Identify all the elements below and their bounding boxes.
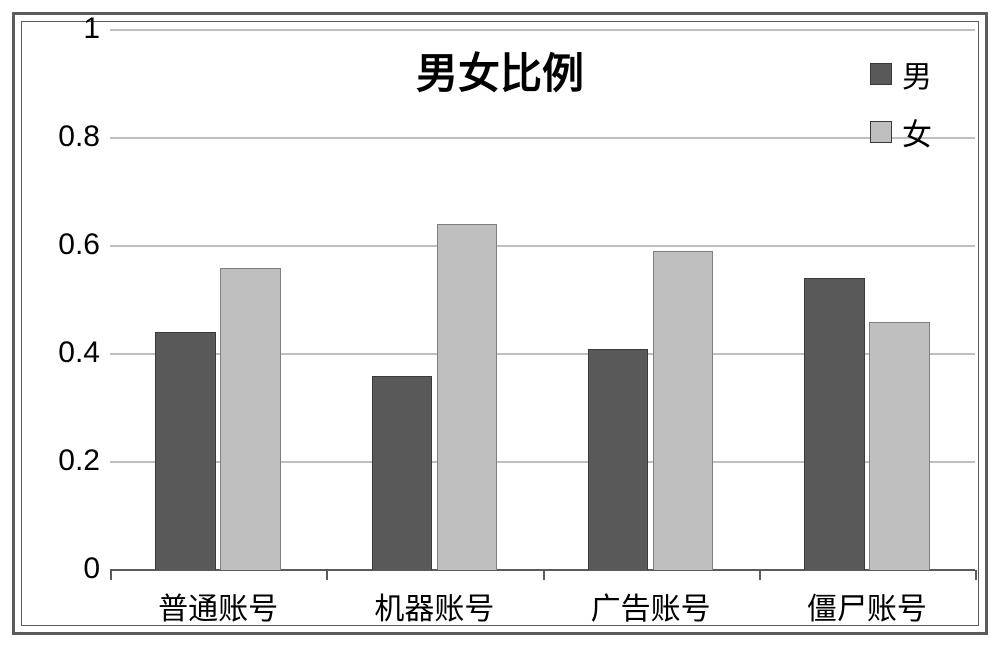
x-tick-mark: [110, 570, 112, 580]
bar-男: [588, 349, 649, 570]
gridline: [110, 245, 975, 247]
legend: 男女: [870, 52, 932, 168]
bar-男: [804, 278, 865, 570]
y-tick-label: 0.4: [58, 336, 100, 370]
x-tick-label: 普通账号: [110, 584, 326, 628]
x-tick-label: 机器账号: [326, 584, 542, 628]
y-tick-label: 1: [83, 12, 100, 46]
y-tick-label: 0.2: [58, 444, 100, 478]
x-tick-mark: [543, 570, 545, 580]
bar-男: [155, 332, 216, 570]
chart-title: 男女比例: [350, 40, 650, 101]
x-tick-mark: [975, 570, 977, 580]
legend-label: 男: [902, 52, 932, 96]
x-tick-mark: [326, 570, 328, 580]
gender-ratio-chart: 0 0.2 0.4 0.6 0.8 1 普通账号机器账号广告账号僵尸账号 男女比例 男女: [0, 0, 1000, 647]
bar-女: [869, 322, 930, 570]
legend-swatch: [870, 121, 892, 143]
gridline: [110, 29, 975, 31]
legend-swatch: [870, 63, 892, 85]
bar-女: [653, 251, 714, 570]
legend-item: 男: [870, 52, 932, 96]
gridline: [110, 137, 975, 139]
bar-男: [372, 376, 433, 570]
legend-label: 女: [902, 110, 932, 154]
bar-女: [437, 224, 498, 570]
x-tick-label: 僵尸账号: [759, 584, 975, 628]
x-tick-mark: [759, 570, 761, 580]
y-tick-label: 0.8: [58, 120, 100, 154]
y-tick-label: 0.6: [58, 228, 100, 262]
x-tick-label: 广告账号: [543, 584, 759, 628]
legend-item: 女: [870, 110, 932, 154]
y-tick-label: 0: [83, 552, 100, 586]
bar-女: [220, 268, 281, 570]
